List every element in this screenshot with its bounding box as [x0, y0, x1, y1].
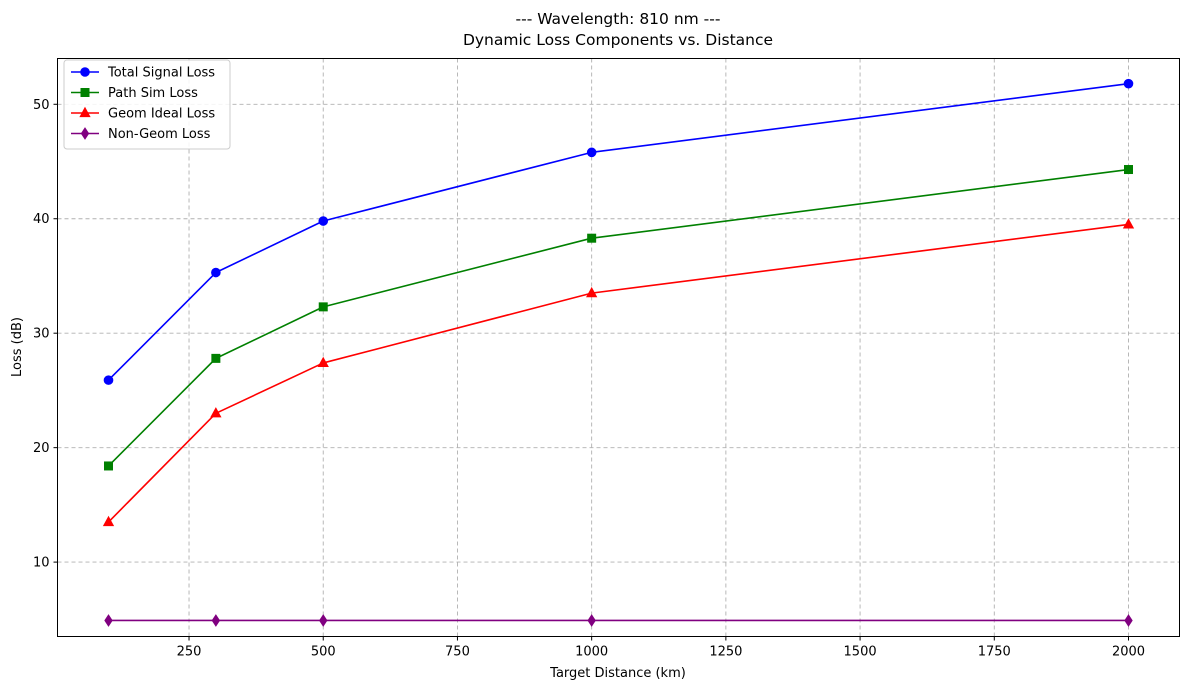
- y-tick-label: 10: [33, 556, 50, 571]
- legend-label: Non-Geom Loss: [108, 127, 211, 142]
- data-point-geom-ideal-loss: [1122, 218, 1135, 229]
- legend-marker-geom-ideal-loss: [79, 106, 91, 118]
- data-point-geom-ideal-loss: [210, 407, 222, 418]
- data-point-non-geom-loss: [319, 614, 328, 627]
- series-geom-ideal-loss: [102, 218, 1135, 527]
- x-tick-label: 1250: [709, 645, 742, 660]
- legend-item-geom-ideal-loss: Geom Ideal Loss: [71, 107, 215, 122]
- series-line-geom-ideal-loss: [107, 223, 1129, 523]
- x-tick-label: 750: [445, 645, 470, 660]
- chart-subtitle: Dynamic Loss Components vs. Distance: [463, 31, 773, 49]
- legend-label: Total Signal Loss: [107, 66, 215, 81]
- data-point-path-sim-loss: [104, 461, 113, 471]
- legend-item-total-signal-loss: Total Signal Loss: [71, 66, 215, 81]
- data-point-non-geom-loss: [1124, 614, 1133, 627]
- series-path-sim-loss: [104, 165, 1133, 471]
- x-tick-label: 500: [311, 645, 336, 660]
- tick-layer: 250 500 750 1000 1250 1500 1750 2000 10 20 30 40 50: [33, 98, 1145, 660]
- data-point-path-sim-loss: [318, 302, 328, 312]
- data-point-non-geom-loss: [587, 614, 596, 627]
- legend-item-non-geom-loss: Non-Geom Loss: [71, 127, 211, 142]
- data-point-path-sim-loss: [211, 353, 221, 363]
- y-tick-label: 30: [33, 327, 50, 342]
- legend-label: Geom Ideal Loss: [108, 107, 215, 122]
- x-tick-label: 1000: [575, 645, 608, 660]
- x-tick-label: 2000: [1112, 645, 1145, 660]
- legend-marker-total-signal-loss: [80, 67, 90, 77]
- data-point-total-signal-loss: [1123, 78, 1134, 89]
- data-point-path-sim-loss: [1124, 165, 1133, 175]
- data-point-total-signal-loss: [211, 267, 221, 278]
- series-total-signal-loss: [103, 78, 1134, 385]
- legend-label: Path Sim Loss: [108, 86, 198, 101]
- x-tick-label: 1750: [978, 645, 1011, 660]
- legend-item-path-sim-loss: Path Sim Loss: [71, 86, 198, 101]
- legend-items: Total Signal Loss Path Sim Loss Geom Ideal…: [71, 66, 215, 142]
- legend: Total Signal Loss Path Sim Loss Geom Ideal…: [63, 59, 231, 150]
- y-tick-label: 50: [33, 98, 50, 113]
- y-axis-label: Loss (dB): [10, 317, 25, 377]
- data-point-path-sim-loss: [587, 233, 597, 243]
- grid-layer: [57, 58, 1180, 637]
- plot-frame: [57, 58, 1180, 637]
- y-tick-label: 40: [33, 212, 50, 227]
- chart-title: --- Wavelength: 810 nm ---: [516, 10, 721, 28]
- series-line-path-sim-loss: [107, 168, 1129, 467]
- y-tick-label: 20: [33, 441, 50, 456]
- series-layer: [102, 78, 1135, 627]
- data-point-total-signal-loss: [318, 216, 329, 226]
- data-point-total-signal-loss: [103, 375, 114, 385]
- legend-marker-path-sim-loss: [80, 88, 90, 97]
- data-point-non-geom-loss: [104, 614, 113, 627]
- legend-box: [63, 59, 231, 150]
- data-point-total-signal-loss: [586, 147, 597, 158]
- data-point-geom-ideal-loss: [317, 356, 329, 368]
- x-tick-label: 250: [177, 645, 202, 660]
- data-point-geom-ideal-loss: [102, 515, 115, 527]
- legend-marker-non-geom-loss: [80, 127, 90, 140]
- series-non-geom-loss: [104, 614, 1133, 627]
- x-axis-label: Target Distance (km): [549, 666, 686, 681]
- data-point-non-geom-loss: [211, 614, 221, 627]
- data-point-geom-ideal-loss: [586, 286, 598, 298]
- x-tick-label: 1500: [844, 645, 877, 660]
